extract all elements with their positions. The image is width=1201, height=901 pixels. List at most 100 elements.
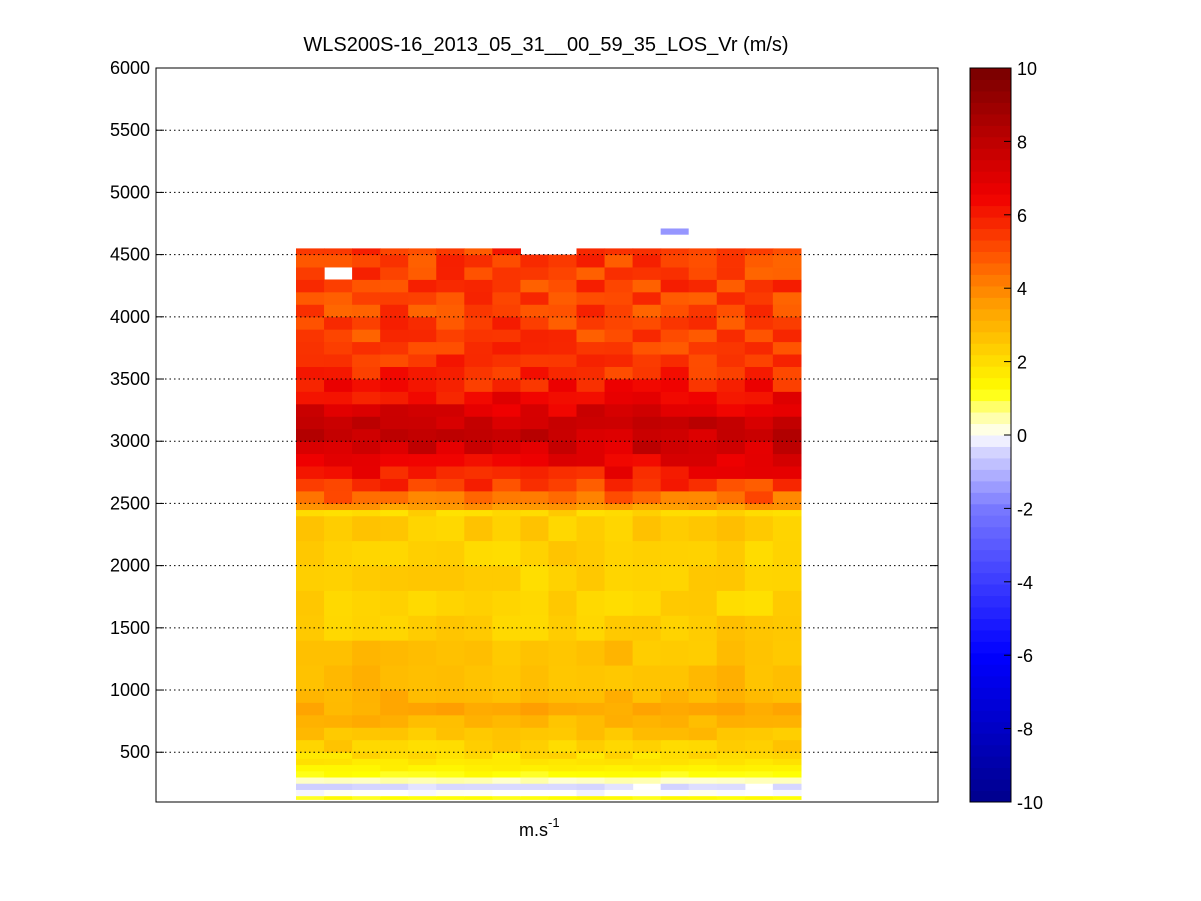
heatmap-cell	[772, 254, 802, 268]
heatmap-cell	[464, 304, 493, 318]
heatmap-cell	[464, 690, 493, 703]
heatmap-cell	[660, 490, 690, 504]
heatmap-cell	[352, 329, 381, 343]
heatmap-cell	[352, 304, 381, 318]
heatmap-cell	[716, 403, 746, 417]
heatmap-cell	[296, 758, 325, 766]
heatmap-cell	[632, 640, 662, 666]
heatmap-cell	[520, 391, 550, 405]
heatmap-cell	[324, 478, 353, 492]
heatmap-cell	[380, 770, 409, 778]
heatmap-cell	[716, 714, 746, 728]
heatmap-cell	[604, 727, 634, 741]
heatmap-cell	[520, 478, 550, 492]
heatmap-cell	[408, 478, 437, 492]
heatmap-cell	[660, 428, 690, 442]
heatmap-cell	[548, 515, 578, 542]
heatmap-cell	[576, 267, 606, 280]
heatmap-cell	[576, 403, 606, 417]
heatmap-cell	[324, 509, 353, 517]
colorbar-segment	[970, 331, 1011, 344]
colorbar-segment	[970, 480, 1011, 493]
heatmap-cell	[464, 509, 493, 517]
heatmap-cell	[464, 640, 493, 666]
heatmap-cell	[744, 441, 774, 455]
heatmap-cell	[772, 441, 802, 455]
heatmap-cell	[324, 366, 353, 380]
heatmap-cell	[380, 267, 409, 280]
heatmap-cell	[520, 690, 550, 703]
heatmap-cell	[744, 466, 774, 479]
heatmap-cell	[520, 509, 550, 517]
heatmap-cell	[576, 291, 606, 305]
heatmap-cell	[660, 354, 690, 367]
heatmap-cell	[548, 727, 578, 741]
heatmap-cell	[772, 515, 802, 542]
heatmap-cell	[772, 665, 802, 691]
heatmap-cell	[744, 640, 774, 666]
heatmap-cell	[380, 379, 409, 392]
heatmap-cell	[604, 254, 634, 268]
heatmap-cell	[772, 366, 802, 380]
heatmap-cell	[436, 291, 465, 305]
heatmap-cell	[548, 770, 578, 778]
heatmap-cell	[716, 441, 746, 455]
heatmap-cell	[352, 690, 381, 703]
heatmap-cell	[716, 428, 746, 442]
heatmap-cell	[548, 379, 578, 392]
heatmap-cell	[688, 304, 718, 318]
heatmap-cell	[772, 316, 802, 330]
heatmap-cell	[744, 428, 774, 442]
heatmap-cell	[604, 267, 634, 280]
heatmap-cell	[464, 764, 493, 772]
colorbar-segment	[970, 744, 1011, 757]
heatmap-cell	[688, 764, 718, 772]
heatmap-cell	[464, 590, 493, 616]
heatmap-cell	[548, 403, 578, 417]
heatmap-cell	[688, 777, 718, 784]
colorbar-segment	[970, 492, 1011, 505]
heatmap-cell	[632, 509, 662, 517]
heatmap-cell	[576, 770, 606, 778]
heatmap-cell	[380, 714, 409, 728]
heatmap-cell	[380, 316, 409, 330]
colorbar	[970, 68, 1011, 803]
heatmap-cell	[688, 509, 718, 517]
heatmap-cell	[436, 752, 465, 759]
heatmap-cell	[324, 403, 353, 417]
heatmap-cell	[548, 540, 578, 567]
heatmap-cell	[716, 540, 746, 567]
heatmap-cell	[660, 329, 690, 343]
heatmap-cell	[772, 795, 802, 800]
heatmap-cell	[408, 254, 437, 268]
heatmap-cell	[772, 770, 802, 778]
heatmap-cell	[436, 354, 465, 367]
heatmap-cell	[632, 416, 662, 430]
heatmap-cell	[408, 490, 437, 504]
heatmap-cell	[492, 764, 521, 772]
colorbar-segment	[970, 779, 1011, 792]
heatmap-cell	[716, 379, 746, 392]
heatmap-cell	[492, 466, 521, 479]
colorbar-tick-label: 8	[1017, 132, 1027, 152]
heatmap-cell	[380, 416, 409, 430]
heatmap-cell	[548, 795, 578, 800]
heatmap-cell	[324, 248, 353, 256]
heatmap-cell	[520, 515, 550, 542]
heatmap-cell	[324, 615, 353, 641]
heatmap-cell	[772, 354, 802, 367]
heatmap-cell	[492, 416, 521, 430]
heatmap-cell	[492, 279, 521, 293]
heatmap-cell	[744, 795, 774, 800]
heatmap-cell	[464, 341, 493, 355]
heatmap-cell	[716, 316, 746, 330]
heatmap-cell	[296, 665, 325, 691]
heatmap-cell	[548, 291, 578, 305]
heatmap-cell	[408, 665, 437, 691]
colorbar-tick-label: -8	[1017, 720, 1033, 740]
heatmap-cell	[548, 267, 578, 280]
heatmap-cell	[520, 428, 550, 442]
heatmap-cell	[576, 254, 606, 268]
heatmap-cell	[772, 727, 802, 741]
heatmap-cell	[380, 690, 409, 703]
